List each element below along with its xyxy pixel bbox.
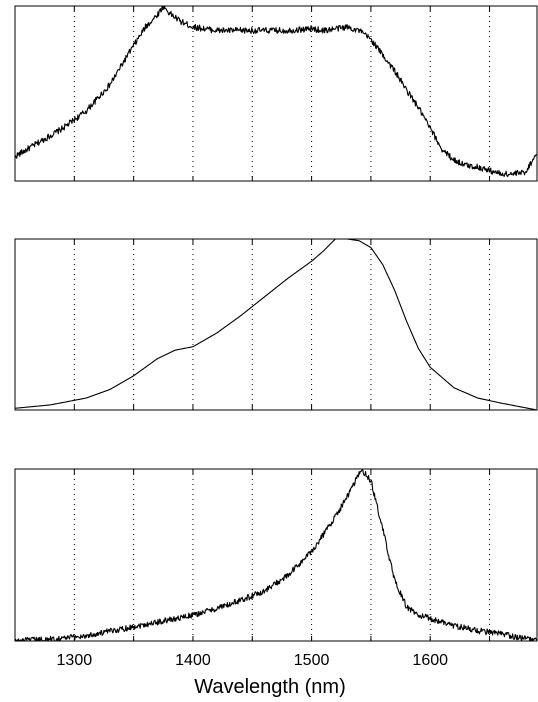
x-tick-label: 1600 — [412, 652, 448, 669]
x-tick-label: 1400 — [175, 652, 211, 669]
spectrum-line — [15, 239, 537, 410]
panel-middle-spectrum — [15, 239, 537, 410]
x-tick-label: 1500 — [294, 652, 330, 669]
spectrum-line — [15, 469, 537, 641]
plot-frame — [15, 6, 537, 181]
x-tick-label: 1300 — [57, 652, 93, 669]
x-tick-labels: 1300 1400 1500 1600 — [57, 652, 449, 669]
plot-frame — [15, 469, 537, 641]
panel-bottom-spectrum — [15, 469, 537, 641]
panel-top-spectrum — [15, 6, 537, 181]
plot-frame — [15, 239, 537, 410]
x-axis-label: Wavelength (nm) — [194, 676, 346, 698]
spectrum-line — [15, 6, 537, 176]
